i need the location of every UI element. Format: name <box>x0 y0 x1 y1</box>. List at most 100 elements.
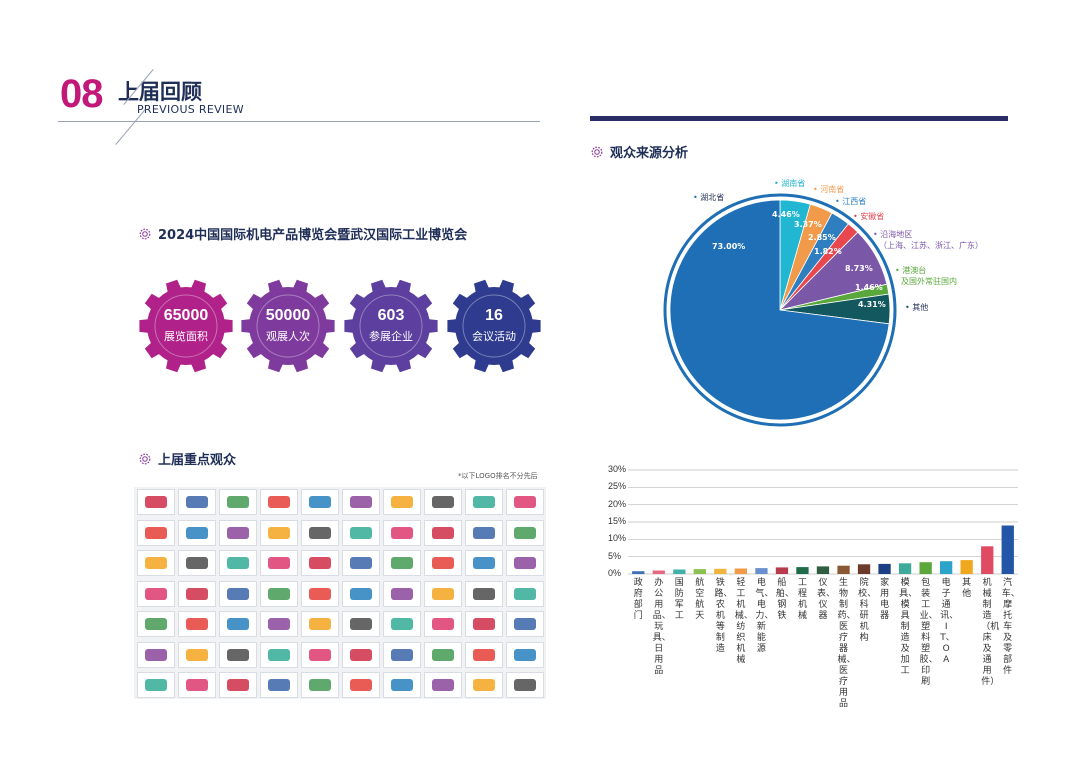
bar <box>837 565 850 574</box>
logo-mark-icon <box>145 526 167 539</box>
company-logo <box>137 550 175 576</box>
logo-mark-icon <box>145 496 167 508</box>
company-logo <box>465 641 503 668</box>
company-logo <box>301 672 339 698</box>
logo-mark-icon <box>268 679 290 691</box>
audience-title: 上届重点观众 <box>158 453 237 468</box>
company-logo <box>137 580 175 607</box>
x-category-label: 模具、模具制造及加工 <box>899 578 918 676</box>
pie-category-label: • 江西省 <box>835 196 866 207</box>
company-logo <box>465 489 503 515</box>
bar <box>755 568 768 574</box>
bar <box>1001 525 1014 574</box>
company-logo <box>424 580 462 607</box>
logo-mark-icon <box>309 648 331 661</box>
bar <box>919 562 932 574</box>
x-category-label: 汽车、摩托车及零部件 <box>1001 578 1020 676</box>
bar <box>714 568 727 574</box>
company-logo <box>219 672 257 698</box>
logo-mark-icon <box>432 618 454 630</box>
bar <box>940 561 953 574</box>
x-category-label: 铁路、农机等制造 <box>714 578 733 654</box>
bar <box>898 563 912 574</box>
section-title: 上届回顾 <box>118 80 202 104</box>
company-logo <box>301 580 339 607</box>
bullet-icon: • <box>835 197 843 206</box>
pie-category-note: 及国外常驻国内 <box>901 277 957 286</box>
stat-gear: 16 会议活动 <box>446 278 542 374</box>
logo-mark-icon <box>186 557 208 569</box>
logo-mark-icon <box>186 587 208 600</box>
logo-mark-icon <box>473 557 495 569</box>
logo-mark-icon <box>391 557 413 569</box>
logo-mark-icon <box>350 557 372 569</box>
company-logo <box>465 580 503 607</box>
logo-mark-icon <box>145 679 167 691</box>
logo-mark-icon <box>268 496 290 508</box>
company-logo <box>260 489 298 515</box>
y-tick-label: 20% <box>608 498 627 509</box>
pie-slice <box>669 199 890 421</box>
bar <box>796 567 809 574</box>
company-logo <box>465 611 503 637</box>
logo-mark-icon <box>473 648 495 661</box>
bullet-icon: • <box>905 303 913 312</box>
company-logo <box>260 672 298 698</box>
logo-mark-icon <box>350 496 372 508</box>
logo-mark-icon <box>186 679 208 691</box>
pie-category-label: • 港澳台 及国外常驻国内 <box>895 265 957 287</box>
x-category-label: 包装工业、塑料塑胶、印刷 <box>919 578 938 687</box>
logo-mark-icon <box>514 587 536 600</box>
stat-value: 16 <box>485 307 503 324</box>
company-logo <box>219 550 257 576</box>
logo-mark-icon <box>514 679 536 691</box>
bar <box>693 569 706 574</box>
logo-mark-icon <box>432 496 454 508</box>
logo-mark-icon <box>473 587 495 600</box>
expo-title: 2024中国国际机电产品博览会暨武汉国际工业博览会 <box>158 228 468 243</box>
company-logo <box>178 550 216 576</box>
company-logo <box>219 641 257 668</box>
logo-mark-icon <box>391 526 413 539</box>
pie-category-name: 其他 <box>912 303 929 312</box>
logo-mark-icon <box>350 679 372 691</box>
company-logo <box>301 519 339 546</box>
pie-category-label: • 安徽省 <box>853 211 884 222</box>
company-logo <box>383 519 421 546</box>
x-category-label: 船舶、钢铁 <box>775 578 794 621</box>
company-logo <box>219 489 257 515</box>
company-logo <box>137 519 175 546</box>
stat-gear: 603 参展企业 <box>343 278 439 374</box>
company-logo <box>260 580 298 607</box>
pie-value-label: 3.37% <box>794 220 822 229</box>
logo-mark-icon <box>432 557 454 569</box>
company-logo <box>383 611 421 637</box>
bar <box>960 560 973 574</box>
pie-category-name: 安徽省 <box>860 212 885 221</box>
logo-mark-icon <box>391 648 413 661</box>
company-logo <box>219 580 257 607</box>
y-tick-label: 5% <box>608 550 622 561</box>
header-accent-bar <box>590 116 1008 121</box>
logo-mark-icon <box>227 587 249 600</box>
gear-badge-icon <box>344 279 438 373</box>
logo-mark-icon <box>514 496 536 508</box>
logo-mark-icon <box>432 587 454 600</box>
pie-category-name: 江西省 <box>842 197 867 206</box>
gear-badge-icon <box>139 279 233 373</box>
source-heading: 观众来源分析 <box>590 142 688 161</box>
company-logo <box>137 672 175 698</box>
logo-mark-icon <box>473 618 495 630</box>
logo-mark-icon <box>473 679 495 691</box>
pie-chart <box>663 193 897 427</box>
logo-mark-icon <box>432 679 454 691</box>
logo-mark-icon <box>268 557 290 569</box>
logo-mark-icon <box>227 496 249 508</box>
bullet-icon: • <box>895 266 903 275</box>
bar <box>775 567 789 574</box>
header-slash-bottom <box>115 109 146 145</box>
bar <box>673 569 686 574</box>
x-category-label: 电子通讯、IT、OA <box>940 578 959 665</box>
company-logo <box>342 489 380 515</box>
company-logo <box>260 641 298 668</box>
